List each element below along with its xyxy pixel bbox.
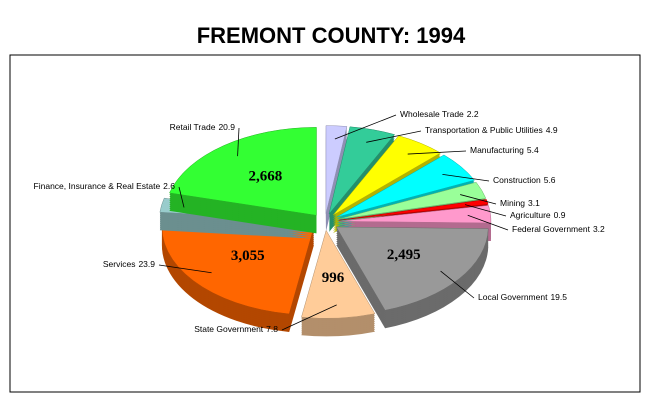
slice [301,229,376,319]
slice-label: Construction 5.6 [493,175,556,185]
category-name: Transportation & Public Utilities [425,125,543,135]
leader-line [237,127,240,157]
count-label: 2,495 [387,247,421,263]
chart-title: FREMONT COUNTY: 1994 [197,23,466,48]
slice-label: Manufacturing 5.4 [470,145,539,155]
slice [336,154,475,218]
pie-slice [301,229,376,337]
slice-value: 23.9 [138,259,155,269]
count-label: 3,055 [231,248,265,264]
slice [335,226,489,311]
slice-value: 0.9 [554,210,566,220]
slice-value: 19.5 [550,292,567,302]
slice-label: Services 23.9 [103,259,155,269]
slice-label: Finance, Insurance & Real Estate 2.6 [34,181,176,191]
slice [161,218,315,315]
slice-value: 7.8 [266,324,278,334]
leader-line [460,194,497,205]
leader-line [281,304,337,331]
slice-value: 4.9 [546,125,558,135]
slice-value: 20.9 [218,122,235,132]
category-name: Retail Trade [170,122,216,132]
slice-value: 3.2 [593,224,605,234]
slice-label: Wholesale Trade 2.2 [400,109,479,119]
slice-label: State Government 7.8 [194,324,278,334]
slice-label: Mining 3.1 [500,198,540,208]
slice-label: Federal Government 3.2 [512,224,605,234]
leader-line [178,186,185,208]
slice [338,205,492,224]
category-name: Finance, Insurance & Real Estate [34,181,161,191]
count-label: 2,668 [249,168,283,184]
slice-value: 2.6 [163,181,175,191]
slice-label: Agriculture 0.9 [510,210,566,220]
leader-line [464,204,507,217]
slice [338,181,487,220]
category-name: Mining [500,198,525,208]
category-name: Services [103,259,136,269]
pie-slice [169,127,317,234]
leader-line [440,270,475,299]
slice-label: Local Government 19.5 [478,292,567,302]
leader-line [158,264,212,274]
leader-line [366,130,422,143]
leader-line [334,114,397,140]
slice-value: 2.2 [467,109,479,119]
slice [325,125,348,214]
slice-label: Retail Trade 20.9 [170,122,236,132]
slice-label: Transportation & Public Utilities 4.9 [425,125,558,135]
slice-value: 3.1 [528,198,540,208]
plot-frame [9,54,641,393]
category-name: Wholesale Trade [400,109,464,119]
pie-slice [335,226,489,329]
slice-value: 5.6 [544,175,556,185]
leader-line [407,150,467,155]
category-name: Manufacturing [470,145,524,155]
pie-slice [161,218,315,332]
leader-line [442,173,490,182]
slice [169,127,317,216]
category-name: State Government [194,324,264,334]
category-name: Construction [493,175,541,185]
slice [328,126,396,215]
slice-value: 5.4 [527,145,539,155]
category-name: Local Government [478,292,548,302]
category-name: Agriculture [510,210,551,220]
category-name: Federal Government [512,224,591,234]
count-label: 996 [322,270,345,286]
leader-line [467,214,509,231]
